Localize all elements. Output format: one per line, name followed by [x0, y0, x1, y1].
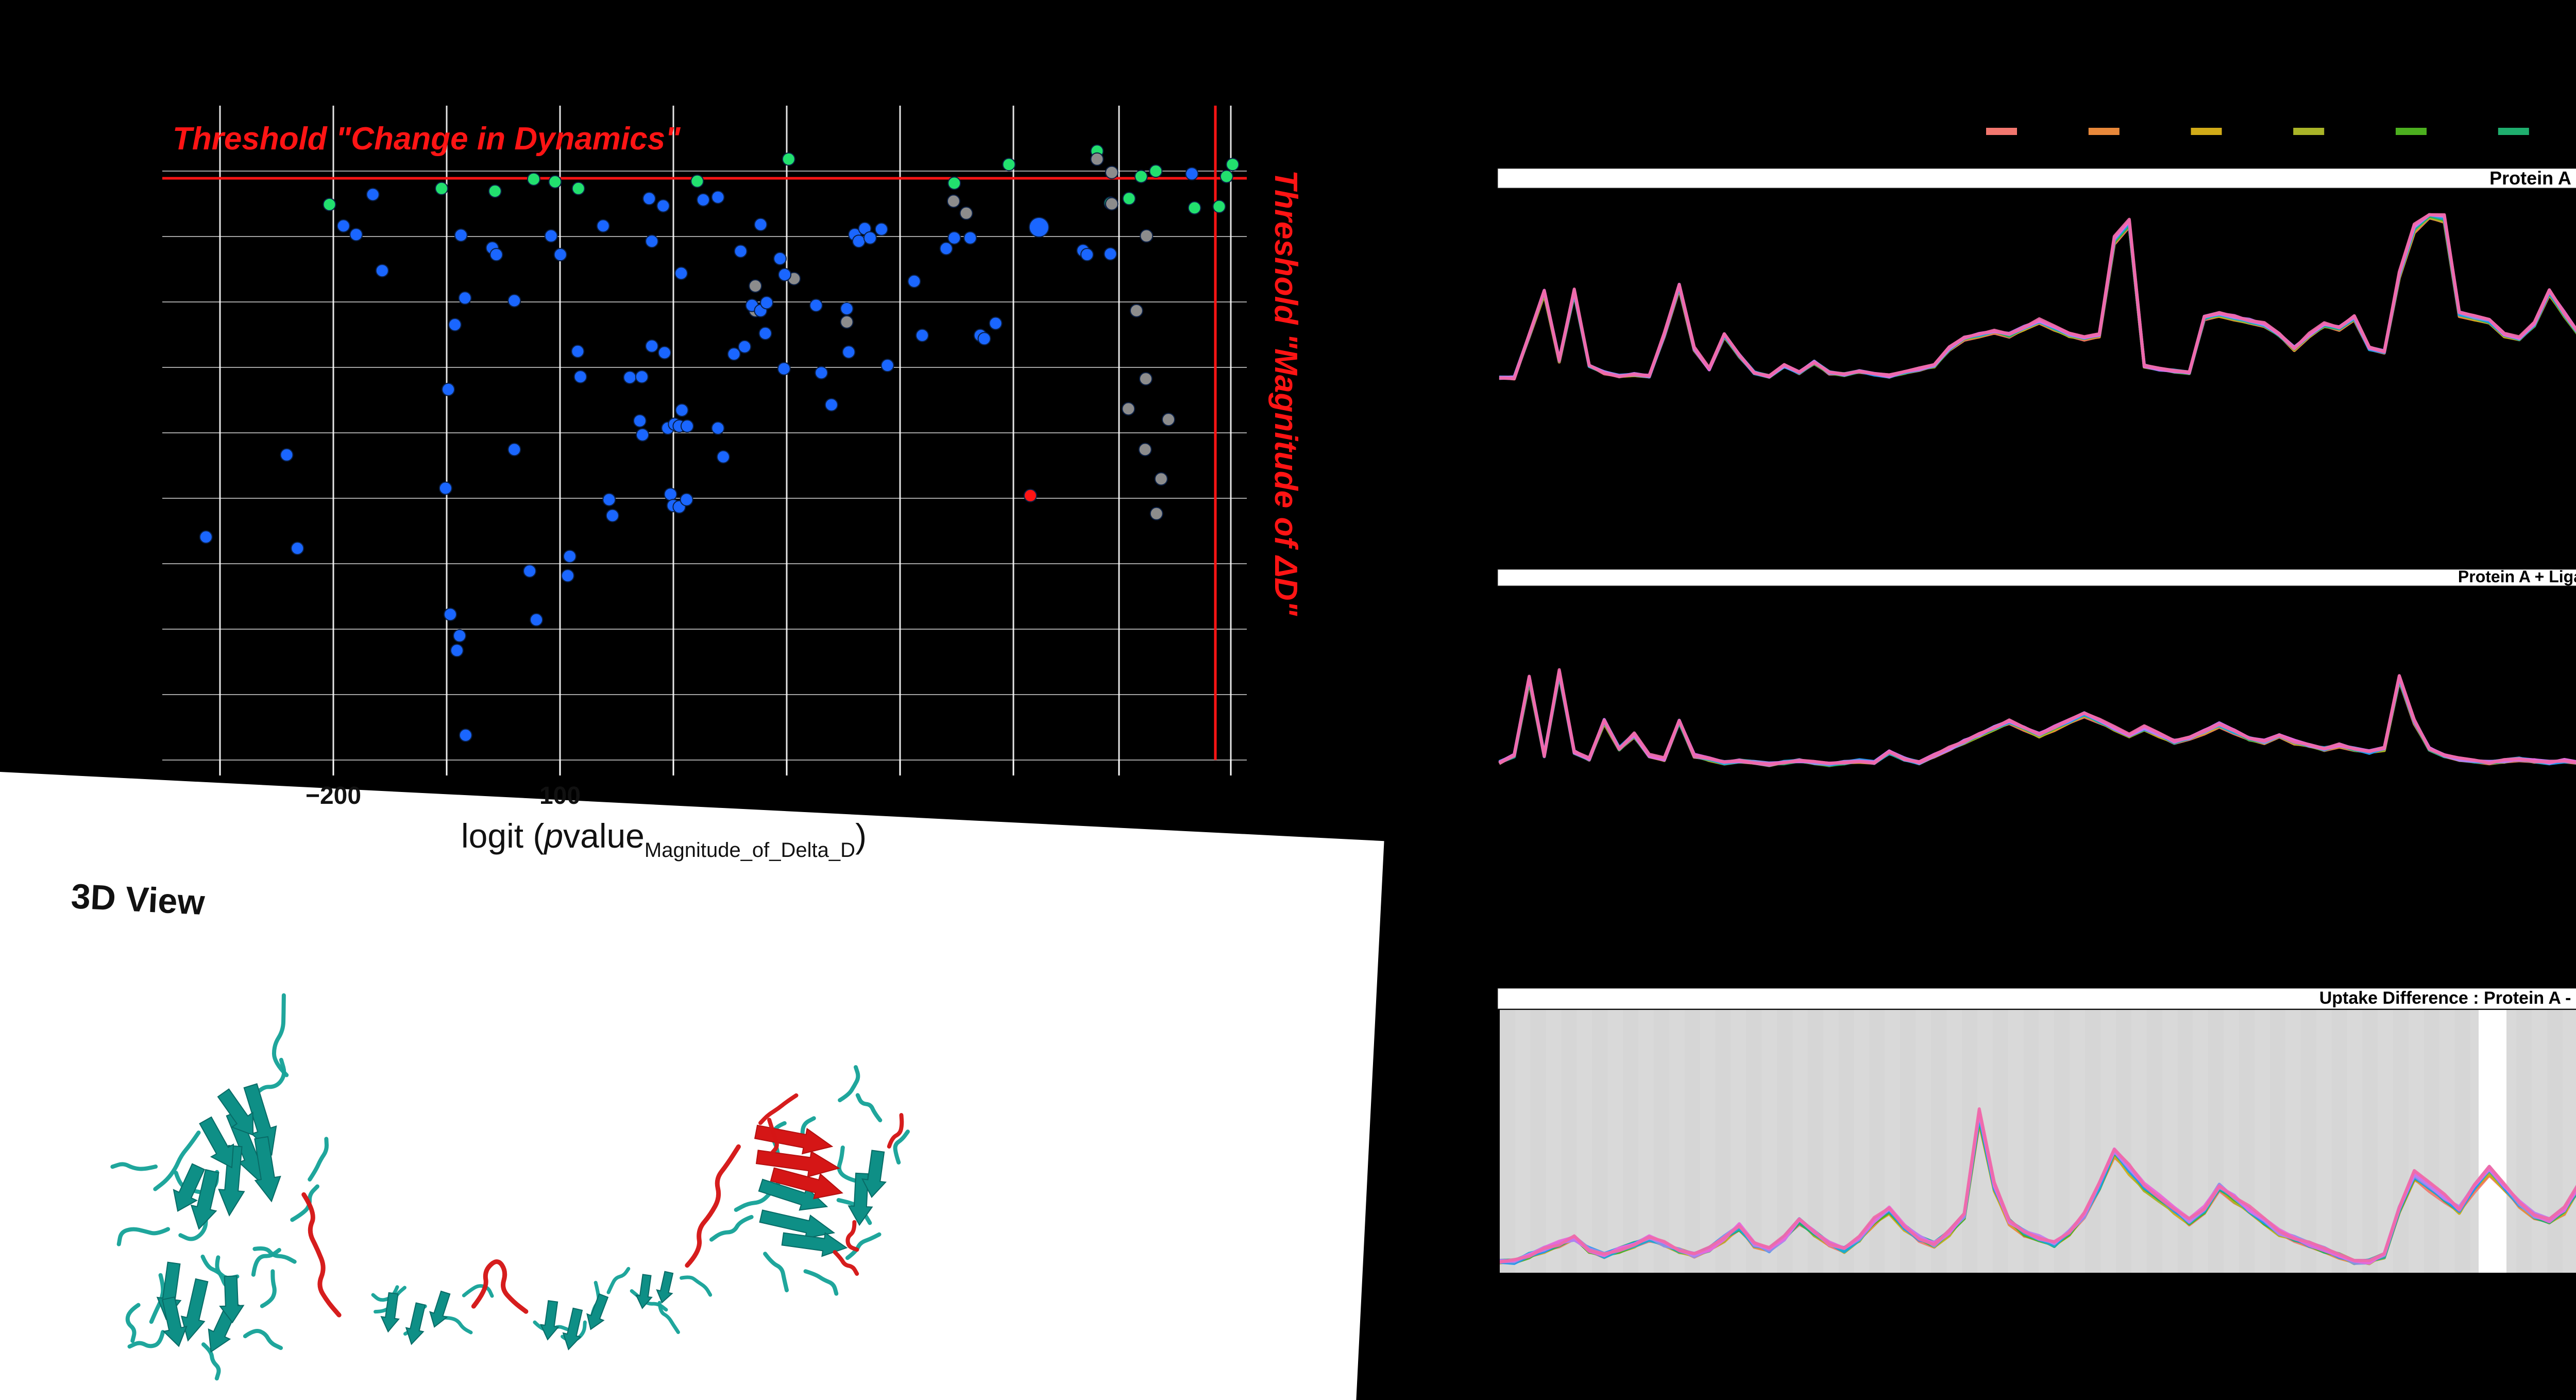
- svg-text:Uptake Difference : Protein A: Uptake Difference : Protein A - (Protein…: [2319, 988, 2576, 1008]
- svg-text:Threshold "Magnitude of ΔD": Threshold "Magnitude of ΔD": [1268, 170, 1303, 617]
- svg-text:Threshold "Change in Dynamics": Threshold "Change in Dynamics": [173, 121, 681, 157]
- svg-text:Protein A: Protein A: [2489, 167, 2571, 189]
- svg-text:100: 100: [539, 782, 581, 809]
- svg-text:logit (pvalueMagnitude_of_Delt: logit (pvalueMagnitude_of_Delta_D): [461, 817, 867, 862]
- svg-text:Protein A + Ligand: Protein A + Ligand: [2458, 567, 2576, 586]
- svg-text:−200: −200: [306, 782, 361, 809]
